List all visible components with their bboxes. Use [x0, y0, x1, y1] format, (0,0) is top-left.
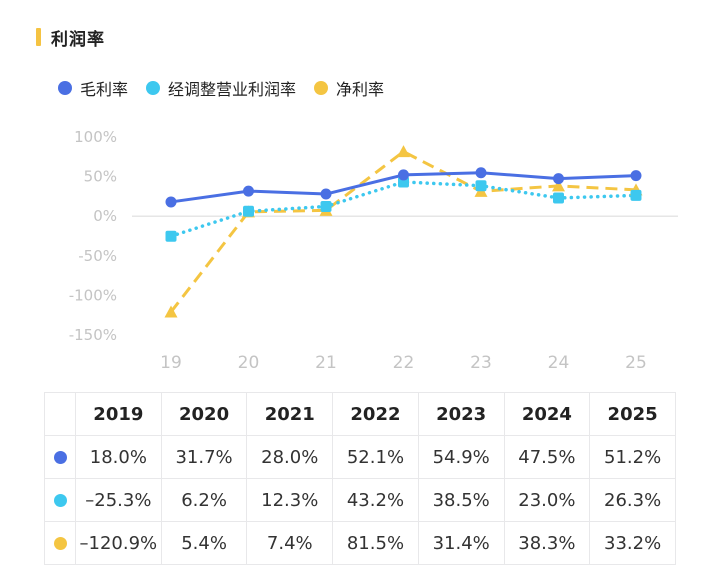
table-cell: 18.0% — [75, 435, 162, 479]
data-point — [397, 145, 410, 158]
x-tick-label: 24 — [548, 353, 570, 373]
table-cell: 12.3% — [246, 478, 334, 522]
table-cell: 23.0% — [503, 478, 591, 522]
data-point — [630, 170, 642, 182]
table-cell: 43.2% — [332, 478, 419, 522]
x-tick-label: 23 — [470, 353, 492, 373]
legend-item: 毛利率 — [58, 76, 128, 100]
data-table-wrap: 2019 2020 2021 2022 2023 2024 2025 18.0% 31.7% 2… — [44, 392, 684, 565]
data-point — [165, 196, 177, 208]
x-tick-label: 21 — [315, 353, 337, 373]
y-tick-label: -100% — [69, 286, 117, 304]
row-marker-cell — [44, 478, 76, 522]
data-point — [164, 305, 178, 318]
title-accent-bar — [36, 28, 41, 46]
table-header-year: 2021 — [246, 392, 334, 436]
x-tick-label: 22 — [393, 353, 415, 373]
table-cell: 38.5% — [417, 478, 505, 522]
table-cell: 47.5% — [503, 435, 591, 479]
row-series-dot — [53, 537, 67, 550]
section-title: 利润率 — [36, 26, 105, 50]
y-tick-label: 0% — [93, 207, 117, 225]
line-chart: 100% 50% 0% -50% -100% -150% 19 20 21 22 23 24 25 — [69, 128, 678, 373]
y-tick-label: -50% — [78, 247, 117, 265]
legend-label: 经调整营业利润率 — [168, 80, 297, 99]
table-row: 18.0% 31.7% 28.0% 52.1% 54.9% 47.5% 51.2% — [44, 435, 676, 479]
table-cell: 31.4% — [417, 521, 505, 565]
data-point — [243, 185, 254, 197]
table-cell: –120.9% — [75, 521, 162, 565]
data-point — [398, 169, 409, 181]
table-header-year: 2024 — [503, 392, 591, 436]
table-row: –120.9% 5.4% 7.4% 81.5% 31.4% 38.3% 33.2% — [44, 521, 676, 565]
table-header-year: 2020 — [160, 392, 248, 436]
data-point — [630, 189, 642, 201]
data-point — [475, 180, 487, 192]
table-cell: 6.2% — [160, 478, 248, 522]
table-cell: –25.3% — [75, 478, 162, 522]
table-cell: 81.5% — [332, 521, 419, 565]
table-cell: 38.3% — [503, 521, 591, 565]
legend-dot — [314, 81, 329, 95]
y-tick-label: -150% — [69, 326, 117, 344]
row-marker-cell — [44, 521, 76, 565]
table-row: –25.3% 6.2% 12.3% 43.2% 38.5% 23.0% 26.3% — [44, 478, 676, 522]
table-cell: 31.7% — [160, 435, 248, 479]
table-cell: 51.2% — [589, 435, 676, 479]
legend-dot — [146, 81, 161, 95]
table-header-year: 2019 — [75, 392, 162, 436]
x-tick-label: 25 — [625, 353, 647, 373]
legend-label: 毛利率 — [80, 80, 129, 99]
row-series-dot — [53, 494, 67, 507]
table-header-row: 2019 2020 2021 2022 2023 2024 2025 — [44, 392, 676, 436]
table-cell: 52.1% — [332, 435, 419, 479]
table-header-blank — [44, 392, 76, 436]
y-tick-label: 50% — [84, 168, 117, 186]
table-cell: 5.4% — [160, 521, 248, 565]
legend-item: 净利率 — [314, 76, 384, 100]
x-tick-label: 19 — [160, 353, 182, 373]
legend-label: 净利率 — [336, 80, 385, 99]
table-cell: 54.9% — [417, 435, 505, 479]
table-header-year: 2025 — [589, 392, 676, 436]
row-marker-cell — [44, 435, 76, 479]
data-point — [165, 230, 177, 242]
data-table: 2019 2020 2021 2022 2023 2024 2025 18.0% 31.7% 2… — [44, 392, 676, 565]
data-point — [553, 173, 564, 185]
y-tick-label: 100% — [74, 128, 117, 146]
page-title: 利润率 — [51, 29, 105, 50]
table-cell: 7.4% — [246, 521, 334, 565]
legend-item: 经调整营业利润率 — [146, 76, 296, 100]
table-header-year: 2022 — [332, 392, 419, 436]
chart-legend: 毛利率 经调整营业利润率 净利率 — [58, 76, 402, 100]
table-body: 18.0% 31.7% 28.0% 52.1% 54.9% 47.5% 51.2% –25.3… — [44, 435, 676, 565]
table-cell: 28.0% — [246, 435, 334, 479]
table-cell: 33.2% — [589, 521, 676, 565]
data-point — [320, 188, 332, 200]
legend-dot — [58, 81, 72, 95]
data-point — [243, 205, 254, 217]
row-series-dot — [53, 451, 67, 464]
x-tick-label: 20 — [238, 353, 260, 373]
data-point — [475, 167, 487, 179]
data-point — [553, 192, 564, 204]
series-line — [169, 180, 638, 238]
data-point — [552, 179, 565, 192]
data-point — [320, 200, 332, 212]
table-header-year: 2023 — [417, 392, 505, 436]
table-cell: 26.3% — [589, 478, 676, 522]
